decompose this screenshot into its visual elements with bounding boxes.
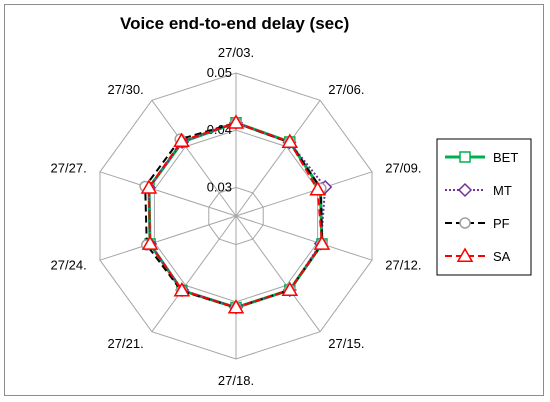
radial-tick-label: 0.03 (207, 179, 232, 194)
category-label: 27/03. (218, 45, 254, 60)
category-label: 27/30. (108, 82, 144, 97)
grid-spoke (151, 215, 237, 332)
legend-label-bet: BET (493, 150, 518, 165)
legend-label-mt: MT (493, 183, 512, 198)
data-point-sa (140, 179, 158, 194)
category-label: 27/27. (51, 161, 87, 176)
legend-marker-pf (459, 217, 471, 229)
category-label: 27/18. (218, 373, 254, 388)
category-label: 27/06. (328, 82, 364, 97)
legend-label-pf: PF (493, 216, 510, 231)
data-point-sa (141, 235, 159, 250)
category-label: 27/09. (385, 161, 421, 176)
legend-label-sa: SA (493, 249, 511, 264)
data-point-sa (281, 133, 299, 148)
category-labels: 27/03. 27/06. 27/09. 27/12. 27/15. 27/18. 27/2… (51, 45, 422, 388)
category-label: 27/24. (51, 258, 87, 273)
series-layer (139, 114, 333, 315)
data-point-sa (227, 114, 245, 129)
category-label: 27/12. (385, 258, 421, 273)
grid-spoke (235, 215, 373, 261)
grid-spoke (151, 100, 237, 217)
data-point-sa (173, 132, 190, 148)
grid-spoke (99, 171, 237, 217)
grid-spoke (235, 171, 373, 217)
legend-marker-sa (456, 247, 474, 262)
legend-marker-bet (459, 151, 471, 163)
data-point-sa (313, 235, 331, 250)
legend-marker-mt (457, 182, 473, 198)
category-label: 27/21. (108, 336, 144, 351)
radar-grid (99, 72, 373, 360)
category-label: 27/15. (328, 336, 364, 351)
legend-box (436, 138, 532, 276)
data-point-sa (227, 299, 245, 314)
chart-title: Voice end-to-end delay (sec) (120, 14, 350, 33)
radial-tick-label: 0.05 (207, 65, 232, 80)
series-sa (140, 114, 331, 314)
data-point-sa (309, 180, 326, 196)
legend: BET MT PF SA (436, 138, 532, 276)
grid-spoke (99, 215, 237, 261)
data-point-sa (281, 281, 299, 297)
data-point-sa (173, 281, 191, 297)
grid-spoke (235, 215, 321, 332)
grid-spoke (235, 100, 321, 217)
